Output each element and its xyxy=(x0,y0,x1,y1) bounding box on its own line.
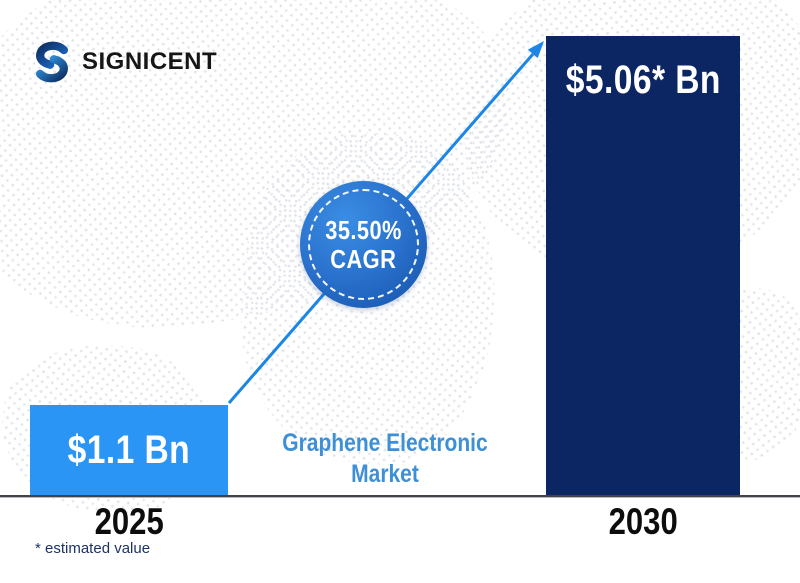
brand-logo: SIGNICENT xyxy=(30,40,217,84)
cagr-label: CAGR xyxy=(330,243,397,274)
cagr-value: 35.50% xyxy=(325,215,402,246)
year-2030-label: 2030 xyxy=(608,501,678,542)
bar-2025-value-label: $1.1 Bn xyxy=(67,428,191,472)
x-tick-2030: 2030 xyxy=(546,501,740,543)
cagr-badge: 35.50% CAGR xyxy=(300,181,427,308)
footnote: * estimated value xyxy=(35,540,151,557)
signicent-s-icon xyxy=(35,41,69,83)
x-axis-line xyxy=(0,495,800,498)
x-tick-2025: 2025 xyxy=(30,501,228,543)
arrowhead-icon xyxy=(527,41,544,59)
bar-2030: $5.06* Bn xyxy=(546,36,740,496)
year-2025-label: 2025 xyxy=(94,501,164,542)
chart-title-text: Graphene Electronic Market xyxy=(282,429,488,489)
brand-name: SIGNICENT xyxy=(82,48,218,75)
bar-2030-value-label: $5.06* Bn xyxy=(565,58,721,102)
bar-2025: $1.1 Bn xyxy=(30,405,228,496)
chart-title: Graphene Electronic Market xyxy=(255,428,515,491)
